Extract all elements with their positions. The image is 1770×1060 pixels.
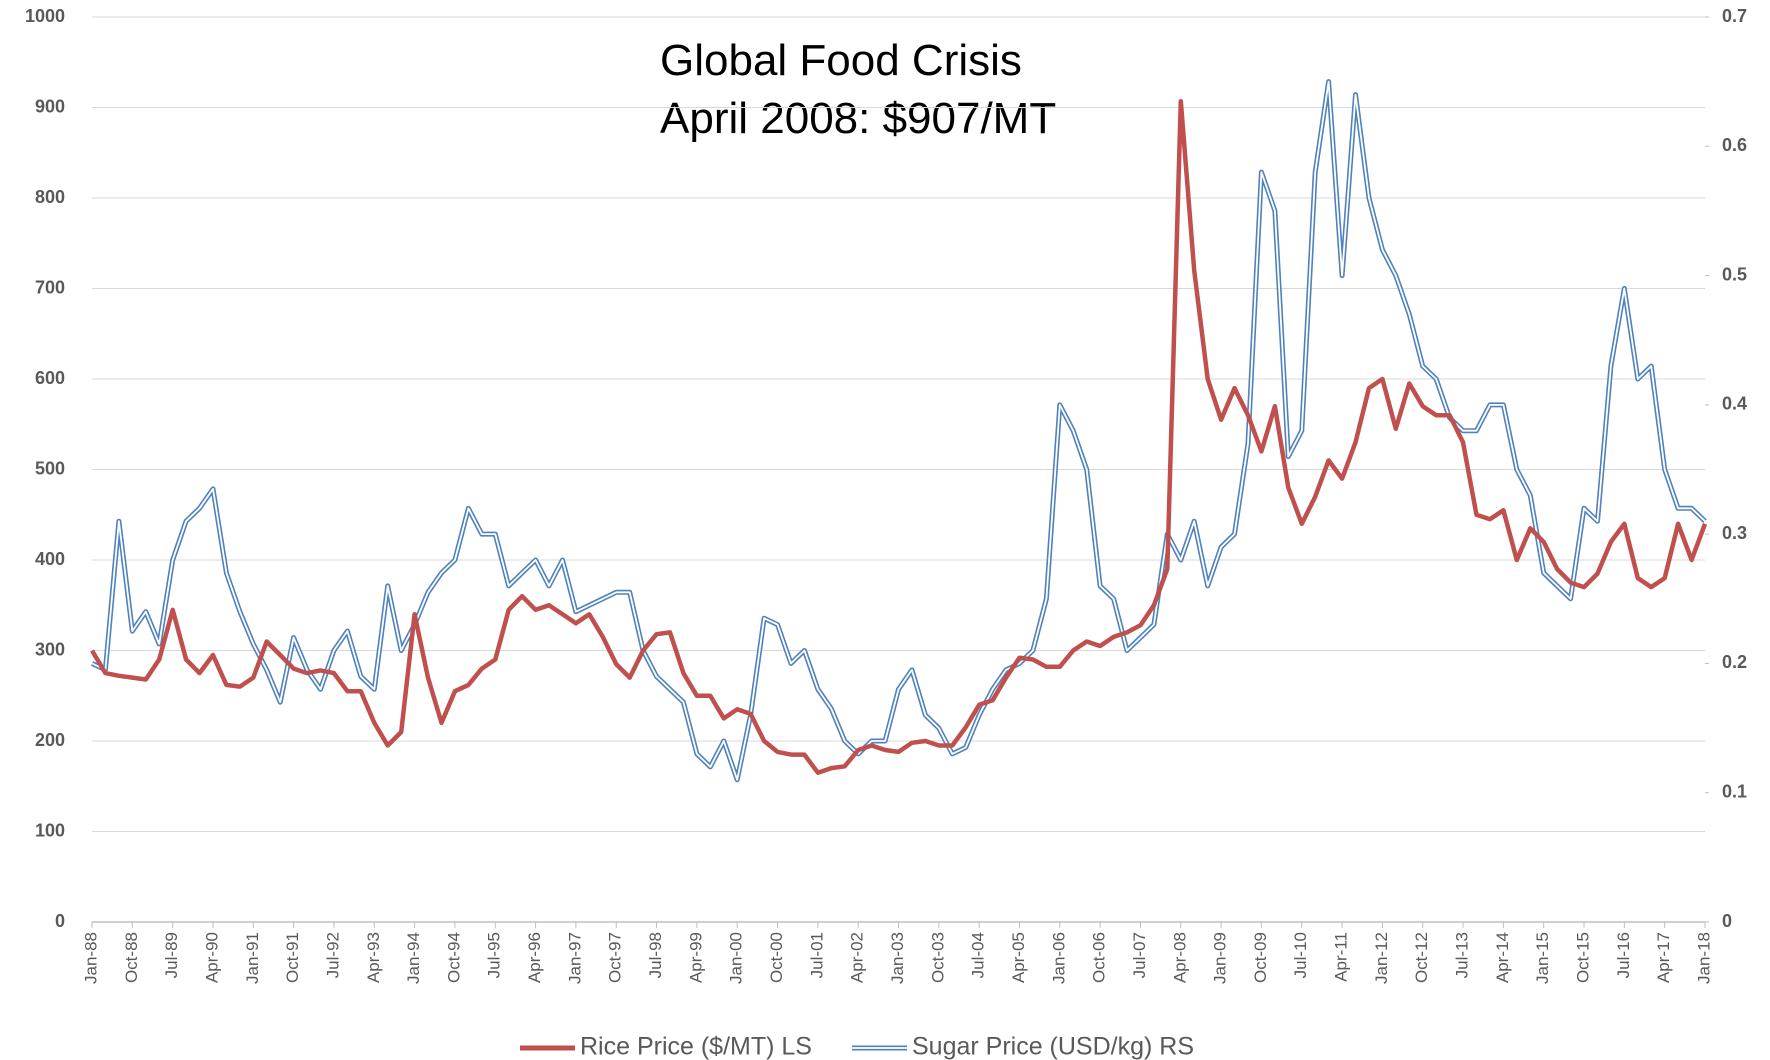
x-tick-label: Apr-99 bbox=[686, 932, 705, 983]
x-tick-label: Jul-16 bbox=[1614, 932, 1633, 978]
x-tick-label: Jul-07 bbox=[1130, 932, 1149, 978]
annotation: April 2008: $907/MT bbox=[660, 94, 1056, 143]
y-tick-label: 500 bbox=[35, 458, 65, 478]
rice-line bbox=[90, 98, 1708, 775]
x-tick-label: Oct-88 bbox=[122, 932, 141, 983]
x-tick-label: Oct-03 bbox=[928, 932, 947, 983]
x-tick-label: Jul-10 bbox=[1291, 932, 1310, 978]
y2-tick-label: 0.4 bbox=[1722, 394, 1747, 414]
y-tick-label: 200 bbox=[35, 730, 65, 750]
y-tick-label: 300 bbox=[35, 639, 65, 659]
x-tick-label: Jan-91 bbox=[243, 932, 262, 984]
x-tick-label: Jul-95 bbox=[485, 932, 504, 978]
y2-tick-label: 0.2 bbox=[1722, 652, 1747, 672]
y-tick-label: 600 bbox=[35, 368, 65, 388]
x-tick-label: Apr-96 bbox=[525, 932, 544, 983]
x-tick-label: Oct-94 bbox=[444, 932, 463, 983]
x-tick-label: Apr-93 bbox=[364, 932, 383, 983]
x-tick-label: Jul-92 bbox=[323, 932, 342, 978]
y2-tick-label: 0.5 bbox=[1722, 264, 1747, 284]
y-tick-label: 900 bbox=[35, 96, 65, 116]
x-tick-label: Jul-01 bbox=[807, 932, 826, 978]
x-tick-label: Oct-09 bbox=[1251, 932, 1270, 983]
y-tick-label: 700 bbox=[35, 277, 65, 297]
y2-tick-label: 0.7 bbox=[1722, 6, 1747, 26]
x-tick-label: Jan-18 bbox=[1694, 932, 1713, 984]
x-tick-label: Oct-91 bbox=[283, 932, 302, 983]
x-tick-label: Apr-14 bbox=[1493, 932, 1512, 983]
y-tick-label: 400 bbox=[35, 549, 65, 569]
sugar-line-inner bbox=[91, 80, 1706, 781]
x-tick-label: Jan-88 bbox=[81, 932, 100, 984]
x-tick-label: Apr-17 bbox=[1654, 932, 1673, 983]
y2-tick-label: 0.1 bbox=[1722, 781, 1747, 801]
x-tick-label: Oct-00 bbox=[767, 932, 786, 983]
y2-tick-label: 0.6 bbox=[1722, 135, 1747, 155]
x-tick-label: Jan-12 bbox=[1372, 932, 1391, 984]
x-tick-label: Apr-90 bbox=[202, 932, 221, 983]
x-tick-label: Jan-94 bbox=[404, 932, 423, 984]
annotation: Global Food Crisis bbox=[660, 36, 1022, 85]
y2-tick-label: 0.3 bbox=[1722, 523, 1747, 543]
x-tick-label: Apr-08 bbox=[1170, 932, 1189, 983]
x-tick-label: Apr-05 bbox=[1009, 932, 1028, 983]
y2-tick-label: 0 bbox=[1722, 911, 1732, 931]
x-tick-label: Jul-04 bbox=[969, 932, 988, 978]
x-tick-label: Jan-03 bbox=[888, 932, 907, 984]
legend-label: Sugar Price (USD/kg) RS bbox=[912, 1033, 1194, 1060]
y-tick-label: 800 bbox=[35, 187, 65, 207]
x-tick-label: Oct-97 bbox=[606, 932, 625, 983]
x-tick-label: Jul-13 bbox=[1453, 932, 1472, 978]
x-tick-label: Jul-89 bbox=[162, 932, 181, 978]
y-tick-label: 100 bbox=[35, 820, 65, 840]
x-tick-label: Oct-15 bbox=[1574, 932, 1593, 983]
x-tick-label: Jul-98 bbox=[646, 932, 665, 978]
x-tick-label: Jan-00 bbox=[727, 932, 746, 984]
y-tick-label: 1000 bbox=[25, 6, 65, 26]
y-tick-label: 0 bbox=[55, 911, 65, 931]
x-tick-label: Jan-97 bbox=[565, 932, 584, 984]
x-tick-label: Jan-09 bbox=[1211, 932, 1230, 984]
legend-label: Rice Price ($/MT) LS bbox=[580, 1033, 812, 1060]
x-tick-label: Jan-15 bbox=[1533, 932, 1552, 984]
x-tick-label: Apr-11 bbox=[1332, 932, 1351, 982]
x-tick-label: Jan-06 bbox=[1049, 932, 1068, 984]
x-tick-label: Oct-12 bbox=[1412, 932, 1431, 983]
x-tick-label: Apr-02 bbox=[848, 932, 867, 983]
x-tick-label: Oct-06 bbox=[1090, 932, 1109, 983]
